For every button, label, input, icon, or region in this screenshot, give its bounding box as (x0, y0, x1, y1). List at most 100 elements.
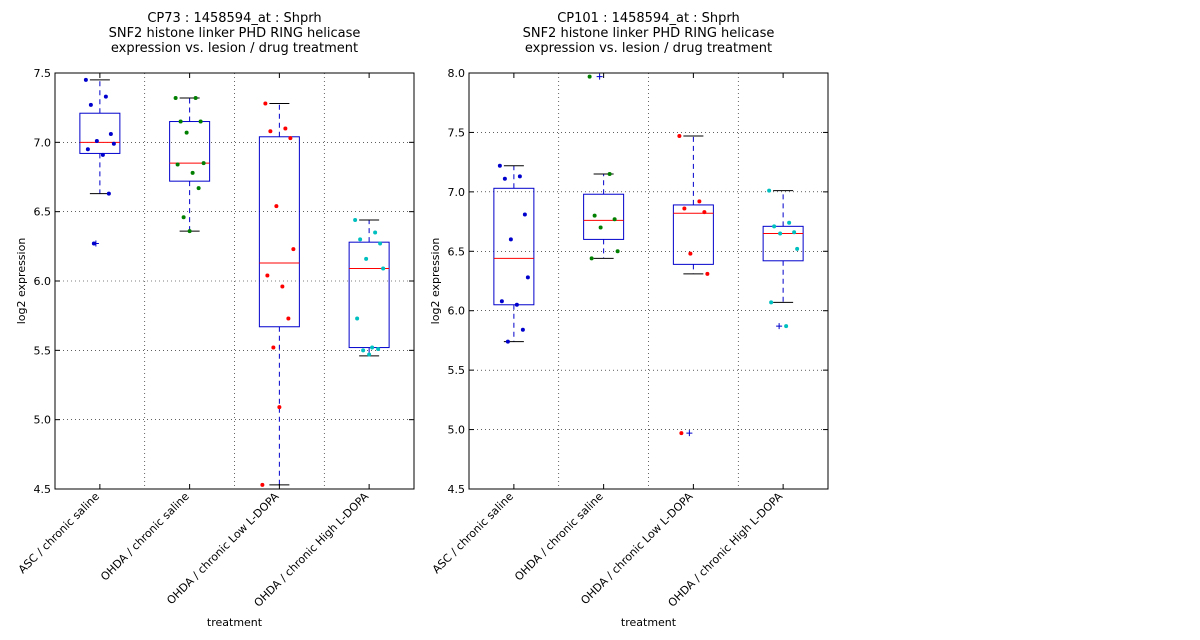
data-point (514, 302, 519, 307)
data-point (381, 266, 386, 271)
y-tick-label: 4.5 (448, 483, 466, 496)
y-tick-label: 7.0 (34, 136, 52, 149)
y-tick-label: 5.5 (34, 344, 52, 357)
data-point (353, 217, 358, 222)
box-0 (79, 79, 121, 247)
box-3 (762, 190, 804, 330)
data-point (612, 217, 617, 222)
data-point (772, 224, 777, 229)
data-point (288, 136, 293, 141)
data-point (697, 199, 702, 204)
y-tick-label: 6.5 (448, 245, 466, 258)
data-point (361, 348, 366, 353)
points-group-1 (173, 95, 206, 234)
data-point (271, 345, 276, 350)
data-point (598, 225, 603, 230)
x-tick-label: ASC / chronic saline (16, 490, 102, 576)
data-point (355, 316, 360, 321)
y-axis-label: log2 expression (429, 238, 442, 325)
data-point (181, 215, 186, 220)
y-axis-label: log2 expression (15, 238, 28, 325)
data-point (175, 162, 180, 167)
data-point (522, 212, 527, 217)
box-1 (583, 73, 625, 259)
grid-lines (55, 73, 414, 489)
box-iqr (762, 225, 804, 262)
y-tick-label: 8.0 (448, 67, 466, 80)
data-point (508, 237, 513, 242)
data-point (280, 284, 285, 289)
data-point (286, 316, 291, 321)
data-point (283, 126, 288, 131)
data-point (106, 191, 111, 196)
points-group-0 (83, 77, 116, 246)
data-point (187, 229, 192, 234)
data-point (196, 186, 201, 191)
data-point (520, 327, 525, 332)
data-point (190, 170, 195, 175)
points-group-1 (587, 74, 620, 261)
y-tick-label: 5.0 (448, 424, 466, 437)
data-point (525, 275, 530, 280)
points-group-0 (497, 163, 530, 344)
box-iqr (258, 136, 300, 328)
data-point (100, 152, 105, 157)
data-point (682, 206, 687, 211)
data-point (378, 241, 383, 246)
x-axis-label: treatment (621, 616, 677, 629)
box-iqr (79, 112, 121, 154)
y-tick-label: 7.0 (448, 186, 466, 199)
data-point (792, 230, 797, 235)
data-point (497, 163, 502, 168)
data-point (502, 176, 507, 181)
y-tick-label: 6.0 (448, 305, 466, 318)
x-tick-label: OHDA / chronic saline (98, 490, 192, 584)
data-point (615, 249, 620, 254)
data-point (198, 119, 203, 124)
box-flier (596, 73, 603, 80)
data-point (505, 339, 510, 344)
y-tick-label: 7.5 (34, 67, 52, 80)
data-point (358, 237, 363, 242)
data-point (274, 204, 279, 209)
points-group-3 (767, 188, 800, 329)
data-point (587, 74, 592, 79)
data-point (94, 138, 99, 143)
data-point (178, 119, 183, 124)
points-group-3 (353, 217, 386, 357)
data-point (679, 431, 684, 436)
data-point (291, 247, 296, 252)
data-point (784, 324, 789, 329)
chart-title-line: CP73 : 1458594_at : Shprh (147, 11, 321, 26)
data-point (795, 246, 800, 251)
data-point (263, 101, 268, 106)
chart-title-line: expression vs. lesion / drug treatment (111, 41, 358, 56)
data-point (787, 220, 792, 225)
y-tick-label: 7.5 (448, 126, 466, 139)
data-point (193, 95, 198, 100)
box-iqr (169, 121, 211, 182)
chart-title-line: expression vs. lesion / drug treatment (525, 41, 772, 56)
data-point (370, 345, 375, 350)
box-iqr (493, 187, 535, 306)
data-point (260, 482, 265, 487)
box-3 (348, 219, 390, 357)
data-point (277, 405, 282, 410)
data-point (517, 174, 522, 179)
data-point (705, 271, 710, 276)
chart-title-line: CP101 : 1458594_at : Shprh (557, 11, 740, 26)
data-point (367, 352, 372, 357)
box-iqr (348, 241, 390, 349)
data-point (88, 102, 93, 107)
grid-lines (469, 73, 828, 489)
y-tick-label: 4.5 (34, 483, 52, 496)
data-point (376, 346, 381, 351)
data-point (364, 256, 369, 261)
data-point (201, 161, 206, 166)
plot-frame (468, 72, 829, 490)
box-iqr (583, 193, 625, 240)
data-point (265, 273, 270, 278)
